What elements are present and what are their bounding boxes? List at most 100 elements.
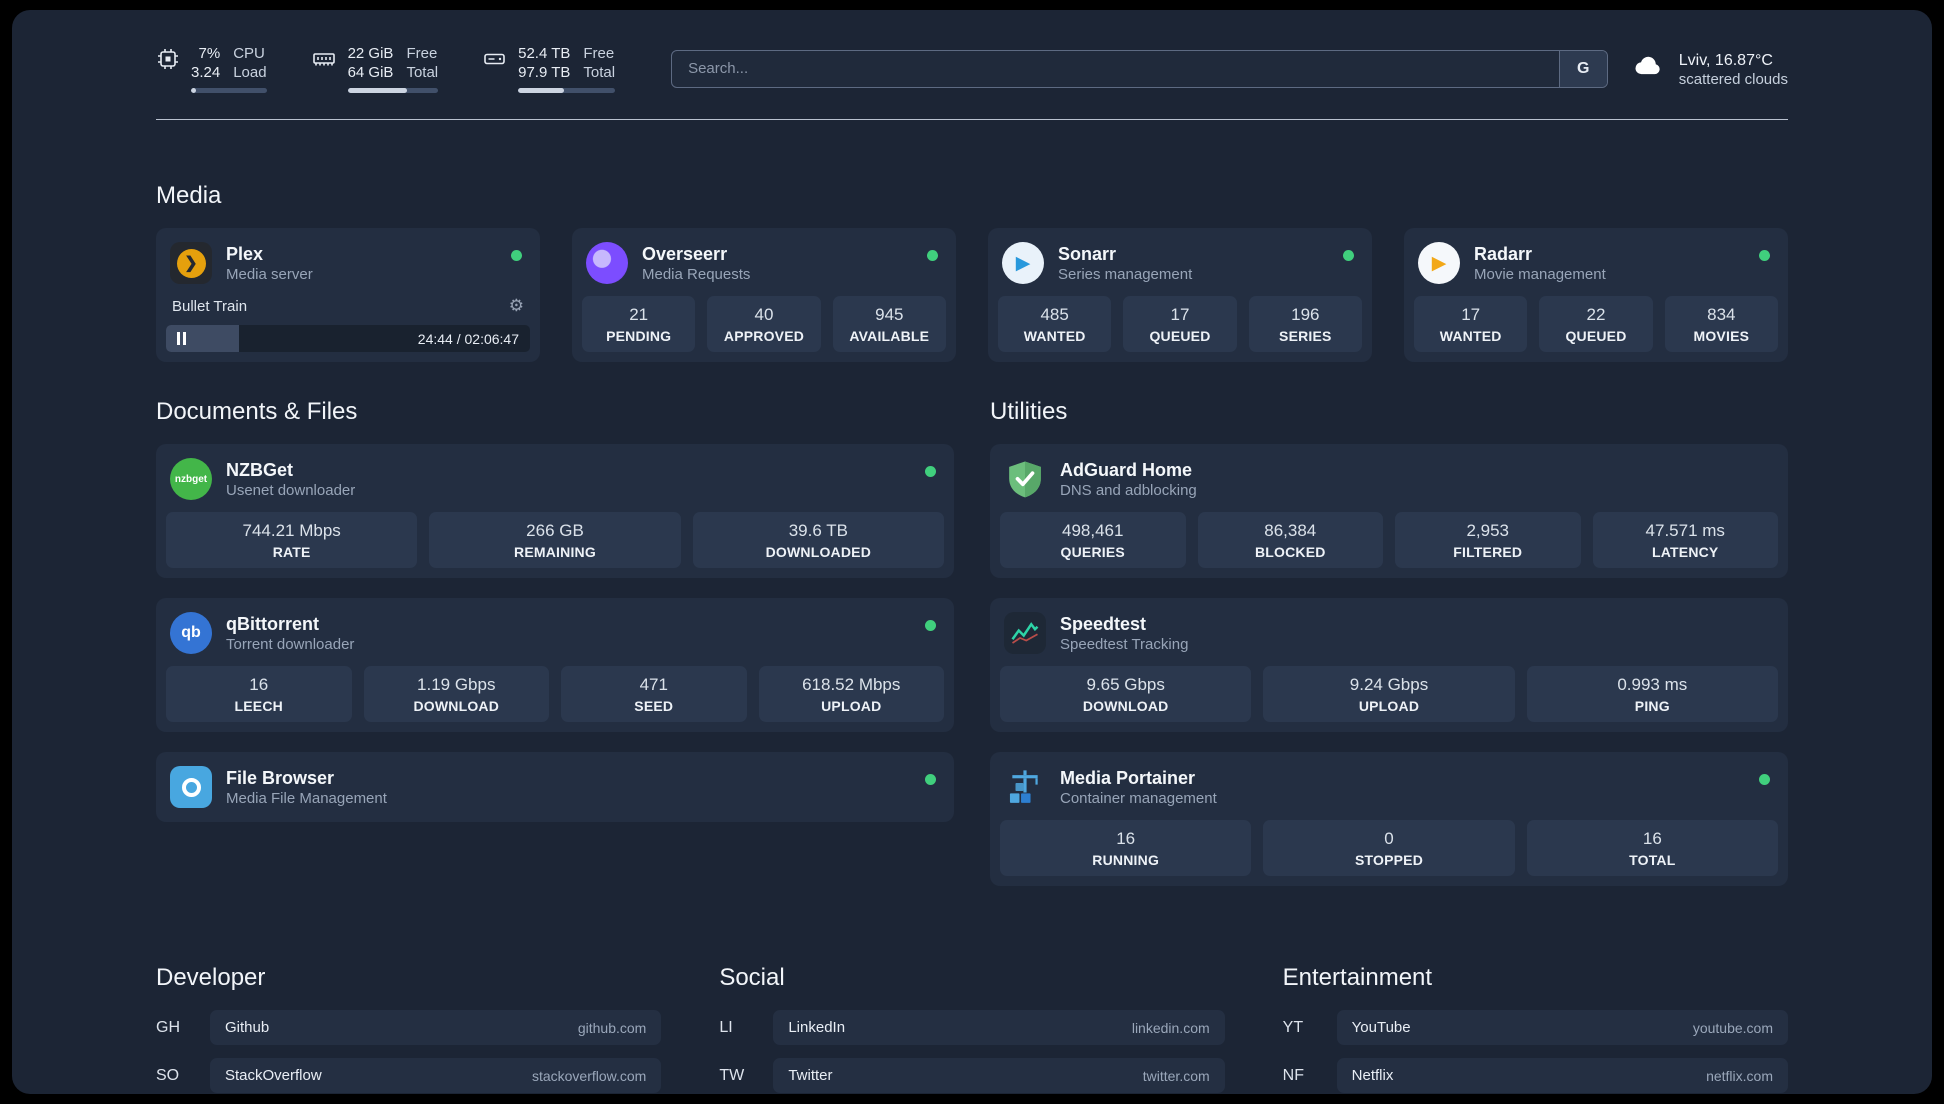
plex-icon: ❯ — [170, 242, 212, 284]
search-box: G — [671, 49, 1608, 88]
service-card-overseerr[interactable]: Overseerr Media Requests 21 PENDING 40 A… — [572, 228, 956, 362]
service-card-adguard[interactable]: AdGuard Home DNS and adblocking 498,461 … — [990, 444, 1788, 578]
status-dot — [925, 620, 936, 631]
status-dot — [511, 250, 522, 261]
disk-widget: 52.4 TB 97.9 TB Free Total — [482, 44, 616, 93]
service-card-plex[interactable]: ❯ Plex Media server Bullet Train ⚙ 24:44… — [156, 228, 540, 362]
stat-total: 16 TOTAL — [1526, 820, 1778, 876]
memory-widget: 22 GiB 64 GiB Free Total — [311, 44, 439, 93]
service-card-sonarr[interactable]: ▶ Sonarr Series management 485 WANTED 17… — [988, 228, 1372, 362]
service-desc: Container management — [1060, 790, 1217, 807]
cpu-progress-bar — [191, 88, 267, 93]
stat-download: 1.19 Gbps DOWNLOAD — [363, 666, 549, 722]
service-desc: Media server — [226, 266, 313, 283]
service-name: Plex — [226, 244, 264, 264]
top-bar: 7% 3.24 CPU Load — [156, 44, 1788, 93]
bookmark-stackoverflow[interactable]: SO StackOverflow stackoverflow.com — [156, 1058, 662, 1093]
disk-labels: Free Total — [583, 45, 616, 81]
bookmark-group-title: Entertainment — [1282, 964, 1433, 991]
service-desc: Usenet downloader — [226, 482, 356, 499]
service-desc: Speedtest Tracking — [1060, 636, 1189, 653]
service-name: Speedtest — [1060, 614, 1147, 634]
service-card-qbittorrent[interactable]: qb qBittorrent Torrent downloader 16 LEE… — [156, 598, 954, 732]
sonarr-icon: ▶ — [1002, 242, 1044, 284]
service-desc: Torrent downloader — [226, 636, 355, 653]
service-card-speedtest[interactable]: Speedtest Speedtest Tracking 9.65 Gbps D… — [990, 598, 1788, 732]
disk-values: 52.4 TB 97.9 TB — [518, 45, 571, 81]
stat-downloaded: 39.6 TB DOWNLOADED — [692, 512, 944, 568]
bookmark-netflix[interactable]: NF Netflix netflix.com — [1283, 1058, 1788, 1093]
utilities-column: Utilities AdGuard Home — [990, 398, 1788, 906]
search-provider-button[interactable]: G — [1558, 50, 1607, 87]
service-name: File Browser — [226, 768, 335, 788]
stat-series: 196 SERIES — [1248, 296, 1362, 352]
stat-download: 9.65 Gbps DOWNLOAD — [1000, 666, 1252, 722]
service-card-filebrowser[interactable]: File Browser Media File Management — [156, 752, 954, 822]
filebrowser-icon — [170, 766, 212, 808]
service-name: Overseerr — [642, 244, 728, 264]
stat-filtered: 2,953 FILTERED — [1395, 512, 1581, 568]
bookmark-twitter[interactable]: TW Twitter twitter.com — [719, 1058, 1225, 1093]
section-title-utilities: Utilities — [990, 398, 1068, 425]
stat-blocked: 86,384 BLOCKED — [1197, 512, 1383, 568]
service-card-nzbget[interactable]: nzbget NZBGet Usenet downloader 744.21 M… — [156, 444, 954, 578]
stat-pending: 21 PENDING — [582, 296, 696, 352]
search-input[interactable] — [672, 50, 1559, 87]
stat-leech: 16 LEECH — [166, 666, 352, 722]
status-dot — [1759, 250, 1770, 261]
nzbget-icon: nzbget — [170, 458, 212, 500]
memory-icon — [311, 47, 337, 93]
stat-latency: 47.571 ms LATENCY — [1592, 512, 1778, 568]
stat-available: 945 AVAILABLE — [832, 296, 946, 352]
cpu-icon — [156, 47, 180, 93]
speedtest-icon — [1004, 612, 1046, 654]
stat-queued: 17 QUEUED — [1123, 296, 1237, 352]
service-name: NZBGet — [226, 460, 293, 480]
stat-movies: 834 MOVIES — [1664, 296, 1778, 352]
now-playing-title: Bullet Train — [172, 297, 248, 315]
stat-running: 16 RUNNING — [1000, 820, 1252, 876]
stat-wanted: 485 WANTED — [998, 296, 1112, 352]
service-desc: Media File Management — [226, 790, 387, 807]
service-name: Sonarr — [1058, 244, 1117, 264]
bookmark-group-title: Social — [719, 964, 785, 991]
overseerr-icon — [586, 242, 628, 284]
bookmark-group-social: Social LI LinkedIn linkedin.com TW Twitt… — [719, 964, 1225, 1094]
stat-upload: 9.24 Gbps UPLOAD — [1263, 666, 1515, 722]
section-title-documents: Documents & Files — [156, 398, 358, 425]
stat-upload: 618.52 Mbps UPLOAD — [758, 666, 944, 722]
status-dot — [927, 250, 938, 261]
stat-wanted: 17 WANTED — [1414, 296, 1528, 352]
bookmark-linkedin[interactable]: LI LinkedIn linkedin.com — [719, 1010, 1225, 1045]
section-title-media: Media — [156, 182, 222, 209]
playback-progress-bar: 24:44 / 02:06:47 — [166, 325, 530, 352]
playback-time: 24:44 / 02:06:47 — [417, 330, 519, 347]
weather-location: Lviv, 16.87°C — [1678, 51, 1773, 69]
cpu-labels: CPU Load — [233, 45, 267, 81]
service-name: Radarr — [1474, 244, 1533, 264]
media-grid: ❯ Plex Media server Bullet Train ⚙ 24:44… — [156, 228, 1788, 362]
gear-icon[interactable]: ⚙ — [508, 296, 524, 315]
service-card-radarr[interactable]: ▶ Radarr Movie management 17 WANTED 22 Q… — [1404, 228, 1788, 362]
memory-values: 22 GiB 64 GiB — [347, 45, 394, 81]
dashboard-app: 7% 3.24 CPU Load — [12, 10, 1932, 1094]
status-dot — [1759, 774, 1770, 785]
status-dot — [925, 774, 936, 785]
service-desc: Series management — [1058, 266, 1193, 283]
weather-condition: scattered clouds — [1678, 70, 1788, 88]
stat-ping: 0.993 ms PING — [1526, 666, 1778, 722]
cpu-values: 7% 3.24 — [191, 45, 221, 81]
stat-seed: 471 SEED — [561, 666, 747, 722]
pause-icon[interactable] — [177, 332, 186, 345]
bookmark-youtube[interactable]: YT YouTube youtube.com — [1283, 1010, 1788, 1045]
bookmark-github[interactable]: GH Github github.com — [156, 1010, 662, 1045]
status-dot — [1343, 250, 1354, 261]
stat-queries: 498,461 QUERIES — [1000, 512, 1186, 568]
service-name: qBittorrent — [226, 614, 319, 634]
portainer-icon — [1004, 766, 1046, 808]
service-card-portainer[interactable]: Media Portainer Container management 16 … — [990, 752, 1788, 886]
bookmark-group-title: Developer — [156, 964, 266, 991]
stat-rate: 744.21 Mbps RATE — [166, 512, 418, 568]
stat-approved: 40 APPROVED — [707, 296, 821, 352]
radarr-icon: ▶ — [1418, 242, 1460, 284]
